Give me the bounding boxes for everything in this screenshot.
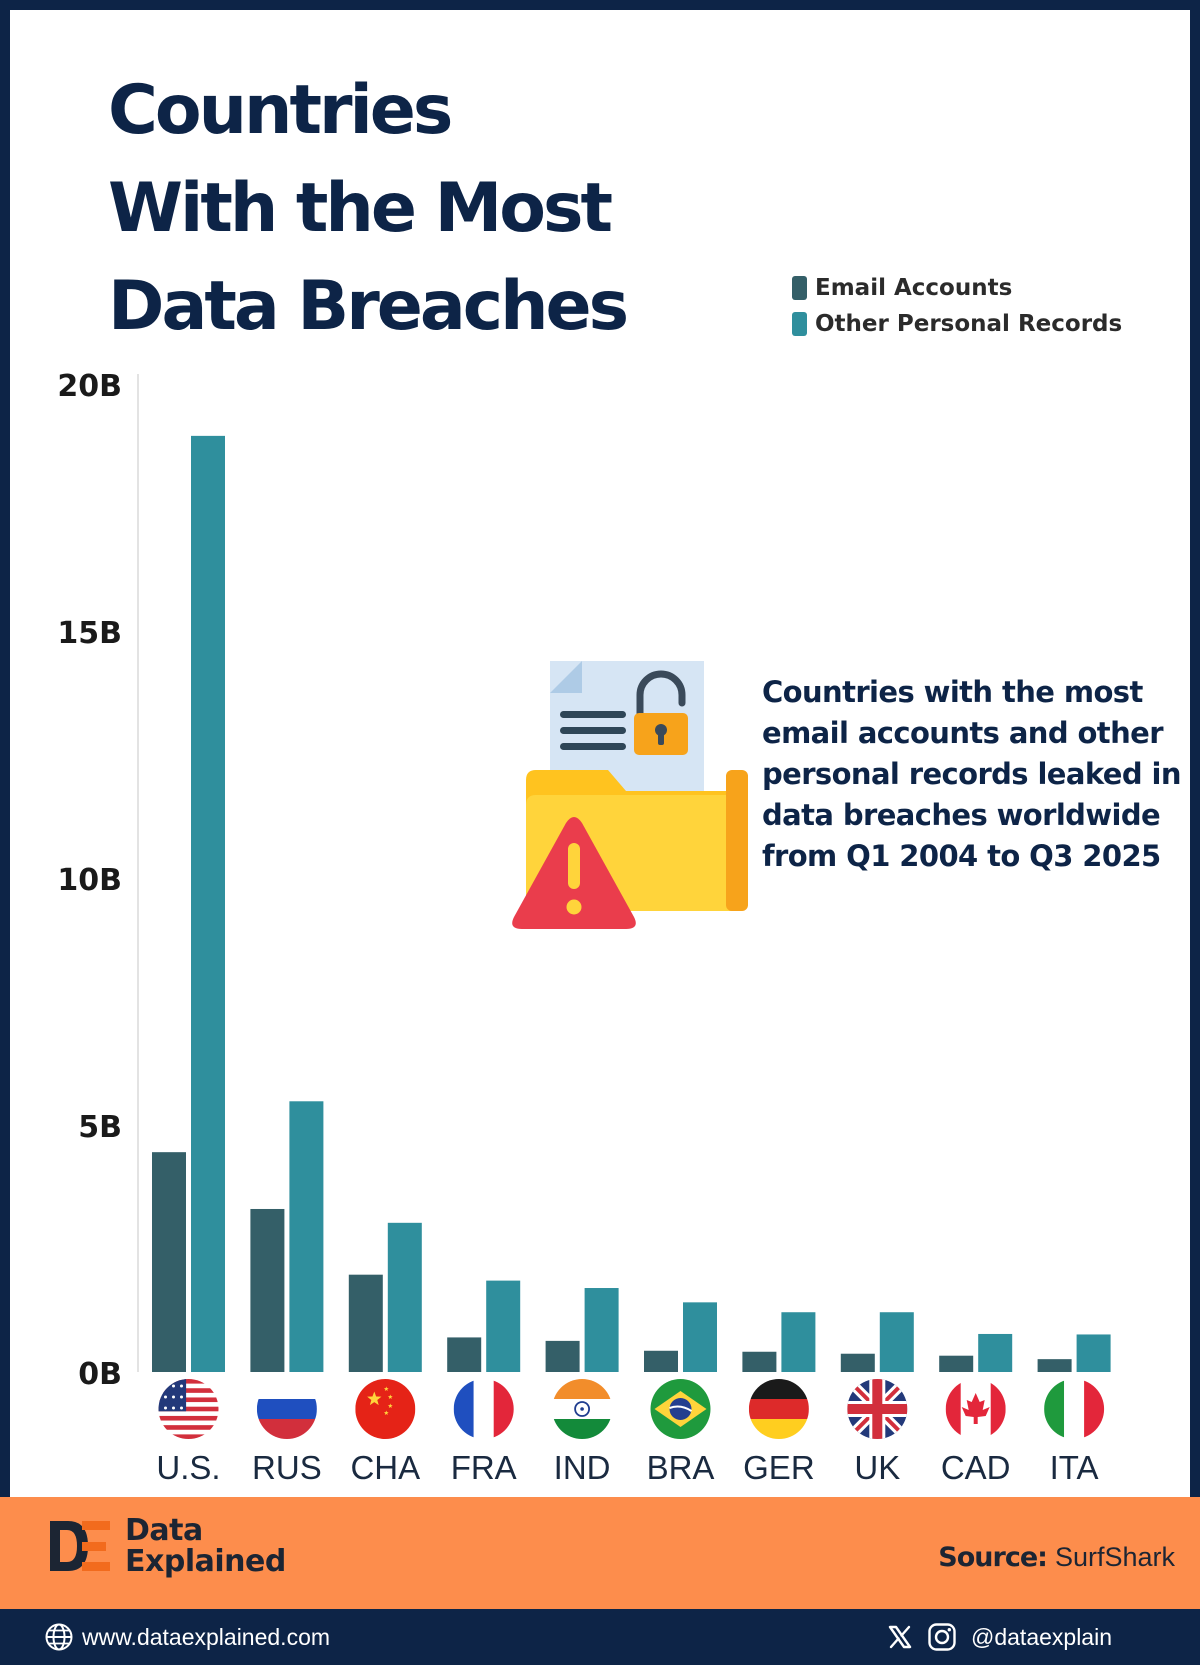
footer-band <box>0 1497 1200 1609</box>
instagram-icon[interactable] <box>927 1622 957 1652</box>
social-handle[interactable]: @dataexplain <box>971 1623 1112 1650</box>
india-flag-icon <box>552 1379 613 1439</box>
y-tick-label: 10B <box>57 863 122 898</box>
x-tick-label: UK <box>854 1449 900 1486</box>
globe-icon <box>45 1623 73 1651</box>
bar-other-personal-records <box>486 1280 521 1372</box>
website[interactable]: www.dataexplained.com <box>44 1622 330 1652</box>
bar-email-accounts <box>644 1350 678 1372</box>
chart-description: Countries with the most email accounts a… <box>762 675 1181 873</box>
breach-folder-icon <box>512 661 748 929</box>
title-line: With the Most <box>108 169 613 248</box>
brand-name: Data Explained <box>125 1515 286 1577</box>
x-tick-label: IND <box>554 1449 611 1486</box>
bar-other-personal-records <box>879 1312 914 1372</box>
chart-legend: Email Accounts Other Personal Records <box>792 270 1122 342</box>
y-tick-label: 0B <box>78 1357 122 1392</box>
legend-item-email: Email Accounts <box>792 270 1122 306</box>
legend-label-email: Email Accounts <box>815 275 1013 301</box>
legend-label-other: Other Personal Records <box>815 311 1123 337</box>
title-line: Data Breaches <box>108 267 629 346</box>
legend-item-other: Other Personal Records <box>792 306 1122 342</box>
bottom-bar: www.dataexplained.com @dataexplain <box>0 1609 1200 1665</box>
bar-other-personal-records <box>191 435 225 1372</box>
bar-email-accounts <box>939 1355 974 1372</box>
canada-flag-icon <box>945 1379 1006 1439</box>
france-flag-icon <box>453 1379 514 1439</box>
warning-icon <box>512 817 636 929</box>
x-tick-label: CAD <box>941 1449 1011 1486</box>
y-tick-label: 5B <box>78 1110 122 1145</box>
bar-chart: 0B 5B 10B 15B 20B U.S. RUS CHA FRA IND BRA GER UK CAD… <box>57 369 1111 1486</box>
bar-email-accounts <box>348 1274 383 1372</box>
bar-email-accounts <box>250 1208 285 1372</box>
x-tick-label: U.S. <box>156 1449 220 1486</box>
brand-line: Explained <box>125 1544 286 1579</box>
x-icon[interactable] <box>887 1624 913 1650</box>
legend-swatch-other <box>792 312 807 336</box>
y-tick-label: 20B <box>57 369 122 404</box>
document-icon <box>550 661 704 805</box>
bar-email-accounts <box>1037 1359 1072 1372</box>
bar-other-personal-records <box>978 1333 1013 1372</box>
x-tick-label: ITA <box>1050 1449 1099 1486</box>
data-explained-logo <box>50 1521 110 1571</box>
us-flag-icon <box>158 1379 219 1439</box>
open-padlock-icon <box>634 670 688 755</box>
germany-flag-icon <box>748 1379 809 1439</box>
source-value: SurfShark <box>1054 1542 1175 1572</box>
bar-other-personal-records <box>1076 1334 1111 1372</box>
bar-other-personal-records <box>781 1312 816 1372</box>
x-tick-label: RUS <box>252 1449 322 1486</box>
page-title: Countries With the Most Data Breaches <box>108 62 629 356</box>
bar-email-accounts <box>152 1152 186 1372</box>
bar-other-personal-records <box>683 1302 717 1372</box>
bar-email-accounts <box>840 1353 875 1372</box>
russia-flag-icon <box>256 1379 317 1439</box>
bar-email-accounts <box>742 1351 777 1372</box>
brazil-flag-icon <box>650 1379 711 1439</box>
bar-email-accounts <box>545 1340 580 1372</box>
x-tick-label: FRA <box>451 1449 517 1486</box>
social-links: @dataexplain <box>887 1622 1112 1652</box>
uk-flag-icon <box>847 1379 908 1439</box>
bar-other-personal-records <box>584 1288 619 1372</box>
bar-other-personal-records <box>387 1222 422 1372</box>
source-label: Source: <box>938 1542 1048 1573</box>
italy-flag-icon <box>1044 1379 1105 1439</box>
source-credit: Source: SurfShark <box>938 1542 1175 1573</box>
x-tick-label: CHA <box>350 1449 420 1486</box>
bar-other-personal-records <box>289 1101 324 1372</box>
y-tick-label: 15B <box>57 616 122 651</box>
website-url[interactable]: www.dataexplained.com <box>82 1623 331 1650</box>
china-flag-icon <box>355 1379 416 1439</box>
legend-swatch-email <box>792 276 807 300</box>
x-tick-label: GER <box>743 1449 815 1486</box>
title-line: Countries <box>108 71 453 150</box>
bar-email-accounts <box>447 1337 482 1372</box>
brand-line: Data <box>125 1513 203 1548</box>
x-tick-label: BRA <box>647 1449 715 1486</box>
